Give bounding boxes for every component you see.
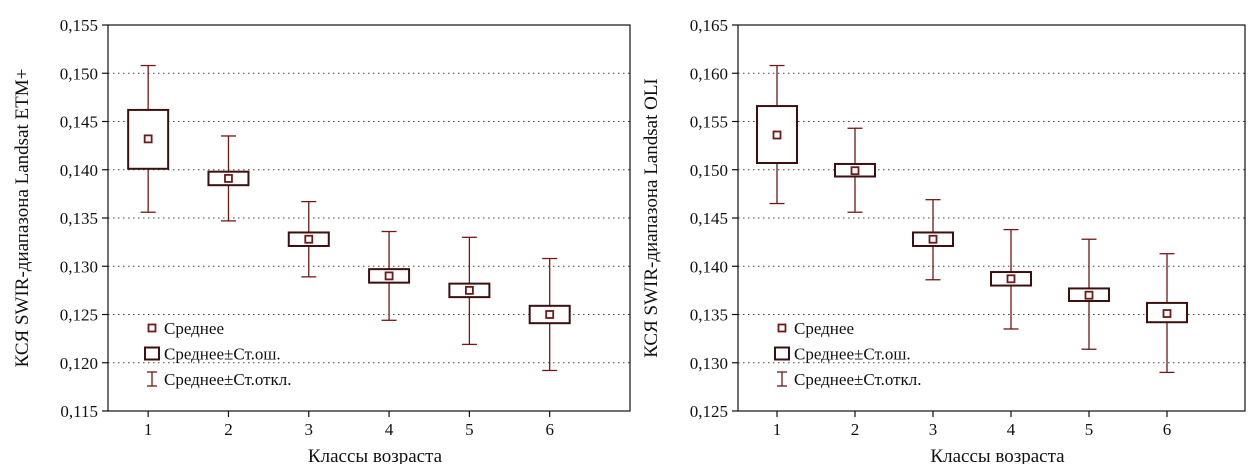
chart-panel-etm: 0,115 0,120 0,125 0,130 0,135 0,140 0,145 0,150… xyxy=(12,16,631,464)
y-tick-label: 0,155 xyxy=(690,113,728,132)
legend-label: Среднее xyxy=(794,319,854,338)
mean-point xyxy=(850,166,860,176)
x-tick-label: 6 xyxy=(545,420,554,439)
mean-point xyxy=(1162,309,1172,318)
y-tick-label: 0,130 xyxy=(690,354,728,373)
y-tick-label: 0,135 xyxy=(690,306,728,325)
y-tick-label: 0,150 xyxy=(690,161,728,180)
x-tick-label: 2 xyxy=(224,420,233,439)
mean-point xyxy=(304,234,314,244)
y-tick-label: 0,115 xyxy=(60,402,98,421)
y-axis-title: КСЯ SWIR-диапазона Landsat ETM+ xyxy=(12,69,33,368)
x-tick-label: 5 xyxy=(1085,420,1094,439)
x-tick-label: 6 xyxy=(1163,420,1172,439)
x-tick-label: 3 xyxy=(929,420,938,439)
legend-se-icon xyxy=(144,346,160,361)
y-tick-label: 0,140 xyxy=(60,161,98,180)
y-tick-label: 0,165 xyxy=(690,16,728,35)
chart-panel-oli: 0,125 0,130 0,135 0,140 0,145 0,150 0,155 0,160… xyxy=(641,16,1246,464)
mean-point xyxy=(464,285,474,295)
y-tick-label: 0,130 xyxy=(60,257,98,276)
x-tick-label: 1 xyxy=(144,420,153,439)
mean-point xyxy=(772,130,782,140)
x-tick-label: 3 xyxy=(305,420,314,439)
legend-label: Среднее xyxy=(164,319,224,338)
y-tick-label: 0,125 xyxy=(690,402,728,421)
x-tick-label: 4 xyxy=(1007,420,1016,439)
legend-label: Среднее±Ст.ош. xyxy=(794,345,911,364)
mean-point xyxy=(143,134,153,144)
y-tick-label: 0,140 xyxy=(690,257,728,276)
x-tick-label: 4 xyxy=(385,420,394,439)
mean-point xyxy=(1006,274,1016,284)
y-tick-label: 0,150 xyxy=(60,64,98,83)
mean-point xyxy=(545,310,555,319)
y-tick-label: 0,145 xyxy=(690,209,728,228)
y-tick-label: 0,155 xyxy=(60,16,98,35)
y-axis-title: КСЯ SWIR-диапазона Landsat OLI xyxy=(641,78,662,358)
legend-mean-icon xyxy=(147,323,157,333)
mean-point xyxy=(384,271,394,281)
legend-mean-icon xyxy=(777,323,787,333)
mean-point xyxy=(928,234,938,244)
legend-label: Среднее±Ст.откл. xyxy=(794,370,922,389)
x-axis-title: Классы возраста xyxy=(308,446,443,464)
mean-point xyxy=(224,174,233,183)
x-tick-label: 2 xyxy=(851,420,860,439)
x-tick-label: 5 xyxy=(465,420,474,439)
mean-point xyxy=(1084,290,1094,300)
legend-label: Среднее±Ст.ош. xyxy=(164,345,281,364)
legend-se-icon xyxy=(774,346,790,361)
legend-label: Среднее±Ст.откл. xyxy=(164,370,292,389)
y-tick-label: 0,135 xyxy=(60,209,98,228)
y-tick-label: 0,120 xyxy=(60,354,98,373)
y-tick-label: 0,160 xyxy=(690,64,728,83)
x-axis-title: Классы возраста xyxy=(930,446,1065,464)
y-tick-label: 0,145 xyxy=(60,113,98,132)
x-tick-label: 1 xyxy=(773,420,782,439)
y-tick-label: 0,125 xyxy=(60,306,98,325)
